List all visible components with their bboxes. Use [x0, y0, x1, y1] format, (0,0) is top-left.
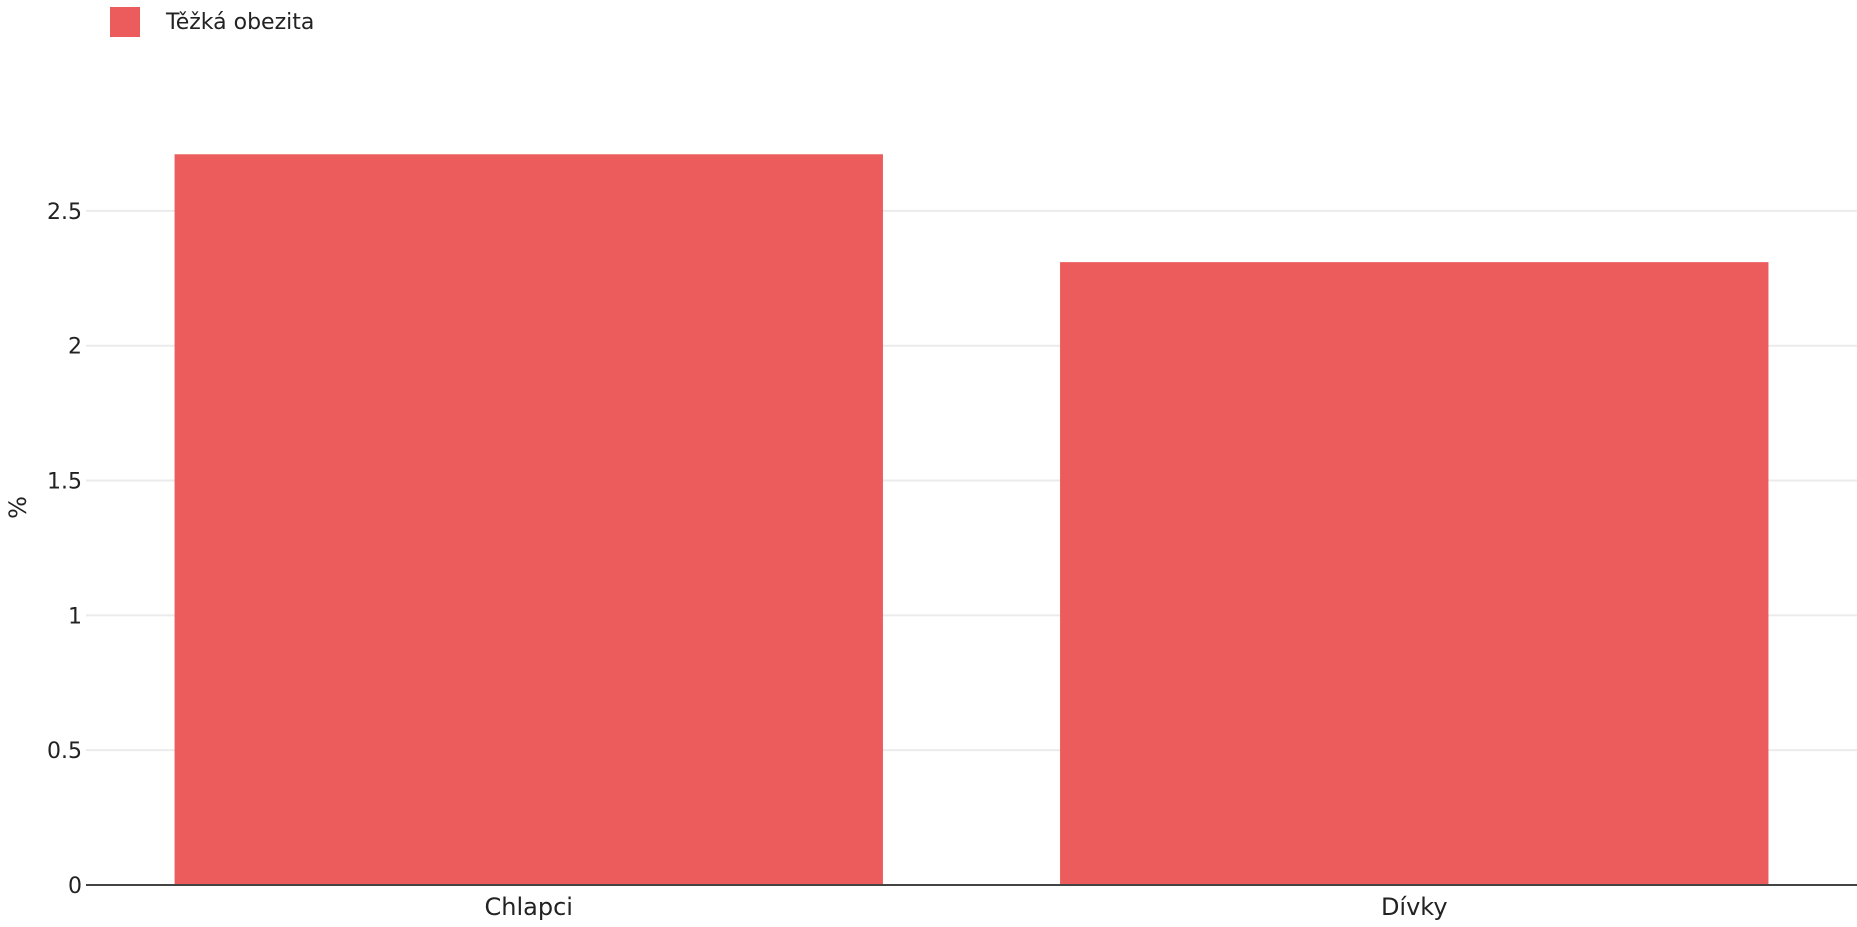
x-tick-labels: Chlapci Dívky — [485, 893, 1448, 921]
y-tick-label: 2.5 — [47, 200, 82, 225]
y-axis-label: % — [4, 496, 32, 519]
bar-0[interactable] — [174, 154, 883, 886]
bar-1[interactable] — [1060, 262, 1769, 885]
legend-swatch[interactable] — [110, 7, 140, 37]
x-tick-label: Chlapci — [485, 893, 573, 921]
y-tick-label: 1.5 — [47, 470, 82, 495]
x-tick-label: Dívky — [1381, 893, 1448, 921]
y-tick-labels: 0 0.5 1 1.5 2 2.5 — [47, 200, 82, 899]
bars — [174, 154, 1769, 886]
y-tick-label: 0 — [68, 874, 82, 899]
legend-label: Těžká obezita — [166, 9, 315, 35]
y-tick-label: 1 — [68, 604, 82, 629]
legend: Těžká obezita — [110, 7, 314, 37]
y-tick-label: 0.5 — [47, 739, 82, 764]
y-tick-label: 2 — [68, 335, 82, 360]
